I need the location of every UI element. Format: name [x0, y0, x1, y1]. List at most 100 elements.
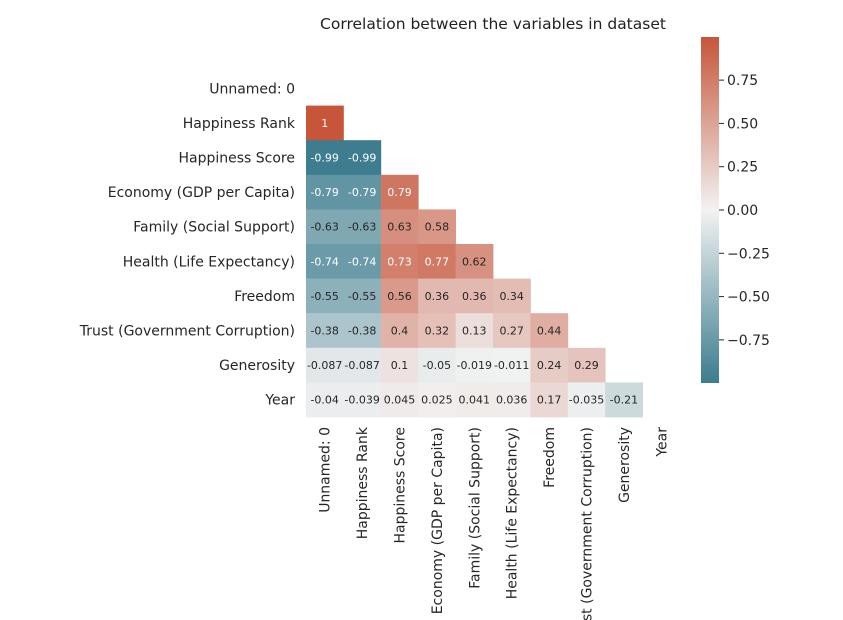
column-label: Freedom [542, 427, 558, 488]
colorbar-tick-label: −0.75 [727, 333, 770, 349]
cell-value-label: 0.34 [499, 290, 524, 303]
heatmap-cell-labels: 1 -0.99 -0.99 -0.79 -0.79 0.79 -0.63 -0.63 0.63 0… [307, 117, 638, 407]
heatmap-cell [418, 347, 456, 383]
cell-value-label: -0.019 [457, 359, 492, 372]
cell-value-label: 0.4 [391, 325, 409, 338]
heatmap-cell [418, 244, 456, 279]
cell-value-label: 0.17 [537, 394, 562, 407]
heatmap-cell [493, 313, 531, 349]
heatmap-cell [493, 382, 531, 418]
heatmap-cell [343, 382, 382, 418]
cell-value-label: 0.27 [499, 325, 524, 338]
cell-value-label: -0.035 [569, 394, 604, 407]
row-label: Generosity [219, 358, 295, 374]
cell-value-label: -0.21 [610, 394, 638, 407]
colorbar-tick-label: 0.50 [727, 116, 758, 132]
heatmap-cell [380, 278, 419, 314]
cell-value-label: -0.38 [310, 325, 338, 338]
heatmap-cell [493, 347, 531, 383]
colorbar-tick-label: 0.75 [727, 73, 758, 89]
cell-value-label: -0.011 [494, 359, 529, 372]
heatmap-cell [306, 105, 344, 141]
chart-title: Correlation between the variables in dat… [320, 15, 666, 33]
cell-value-label: -0.55 [348, 290, 376, 303]
heatmap-cell [567, 382, 606, 418]
heatmap-cell [380, 313, 419, 349]
row-label: Economy (GDP per Capita) [108, 185, 295, 201]
cell-value-label: 0.63 [387, 221, 412, 234]
cell-value-label: -0.55 [310, 290, 338, 303]
cell-value-label: -0.99 [348, 152, 376, 165]
cell-value-label: -0.74 [348, 255, 376, 268]
column-label: Economy (GDP per Capita) [430, 427, 446, 614]
heatmap-cell [567, 347, 606, 383]
cell-value-label: 0.13 [462, 325, 487, 338]
cell-value-label: 0.025 [421, 394, 453, 407]
row-axis-labels: Unnamed: 0 Happiness Rank Happiness Score E… [79, 81, 296, 408]
heatmap-cell [306, 313, 344, 349]
column-label: Health (Life Expectancy) [505, 427, 521, 599]
heatmap-cell [455, 382, 494, 418]
cell-value-label: 0.36 [462, 290, 487, 303]
cell-value-label: -0.99 [310, 152, 338, 165]
column-label: Unnamed: 0 [318, 427, 334, 513]
heatmap-cell [380, 244, 419, 279]
colorbar-tick-label: 0.25 [727, 160, 758, 176]
cell-value-label: 0.24 [537, 359, 562, 372]
cell-value-label: -0.05 [423, 359, 451, 372]
heatmap-cell [418, 278, 456, 314]
heatmap-cell [380, 347, 419, 383]
cell-value-label: 1 [321, 117, 328, 130]
cell-value-label: -0.63 [348, 221, 376, 234]
cell-value-label: 0.036 [496, 394, 528, 407]
colorbar: 0.75 0.50 0.25 0.00 −0.25 −0.50 −0.75 [701, 37, 770, 383]
colorbar-gradient [701, 37, 719, 383]
heatmap-cell [380, 209, 419, 245]
heatmap-cell [306, 382, 344, 418]
cell-value-label: -0.38 [348, 325, 376, 338]
row-label: Trust (Government Corruption) [79, 324, 295, 340]
cell-value-label: -0.74 [310, 255, 338, 268]
column-label: Generosity [617, 427, 633, 503]
cell-value-label: -0.087 [344, 359, 379, 372]
cell-value-label: -0.04 [310, 394, 338, 407]
colorbar-tick-label: −0.50 [727, 290, 770, 306]
row-label: Unnamed: 0 [209, 81, 295, 97]
cell-value-label: 0.77 [425, 255, 450, 268]
heatmap-cell [306, 140, 344, 176]
heatmap-cell [306, 278, 344, 314]
heatmap-cell [306, 244, 344, 279]
row-label: Freedom [234, 289, 295, 305]
heatmap-cell [343, 278, 382, 314]
heatmap-cell [418, 313, 456, 349]
heatmap-cell [306, 209, 344, 245]
cell-value-label: -0.63 [310, 221, 338, 234]
column-label: Trust (Government Corruption) [580, 427, 596, 620]
heatmap-cell [306, 347, 344, 383]
cell-value-label: 0.1 [391, 359, 409, 372]
heatmap-cell [455, 347, 494, 383]
row-label: Happiness Score [178, 151, 295, 167]
heatmap-cell [530, 313, 569, 349]
heatmap-cell [343, 313, 382, 349]
row-label: Family (Social Support) [133, 220, 295, 236]
row-label: Health (Life Expectancy) [123, 254, 295, 270]
heatmap-cell [455, 278, 494, 314]
cell-value-label: -0.79 [348, 186, 376, 199]
cell-value-label: 0.56 [387, 290, 412, 303]
heatmap-cell [418, 382, 456, 418]
heatmap-cell [343, 174, 382, 210]
heatmap-cell [306, 174, 344, 210]
colorbar-tick-label: 0.00 [727, 203, 758, 219]
heatmap-cell [380, 382, 419, 418]
heatmap-cell [455, 244, 494, 279]
cell-value-label: -0.087 [307, 359, 342, 372]
column-label: Happiness Rank [355, 426, 371, 539]
cell-value-label: 0.79 [387, 186, 412, 199]
row-label: Year [264, 393, 295, 409]
cell-value-label: 0.29 [574, 359, 599, 372]
heatmap-cell [530, 347, 569, 383]
cell-value-label: -0.79 [310, 186, 338, 199]
cell-value-label: 0.73 [387, 255, 412, 268]
